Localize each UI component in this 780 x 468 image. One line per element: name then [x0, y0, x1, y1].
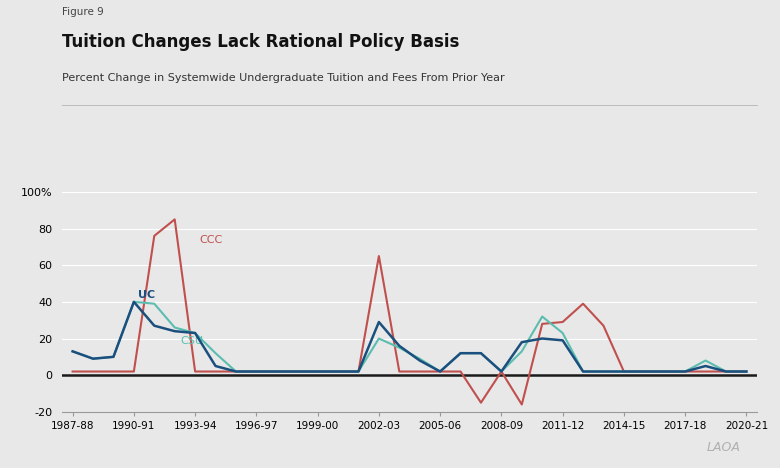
Text: UC: UC: [138, 290, 155, 300]
Text: Percent Change in Systemwide Undergraduate Tuition and Fees From Prior Year: Percent Change in Systemwide Undergradua…: [62, 73, 505, 82]
Text: CSU: CSU: [181, 336, 204, 346]
Text: LAOA: LAOA: [707, 441, 741, 454]
Text: Figure 9: Figure 9: [62, 7, 105, 17]
Text: CCC: CCC: [199, 235, 222, 245]
Text: Tuition Changes Lack Rational Policy Basis: Tuition Changes Lack Rational Policy Bas…: [62, 33, 459, 51]
